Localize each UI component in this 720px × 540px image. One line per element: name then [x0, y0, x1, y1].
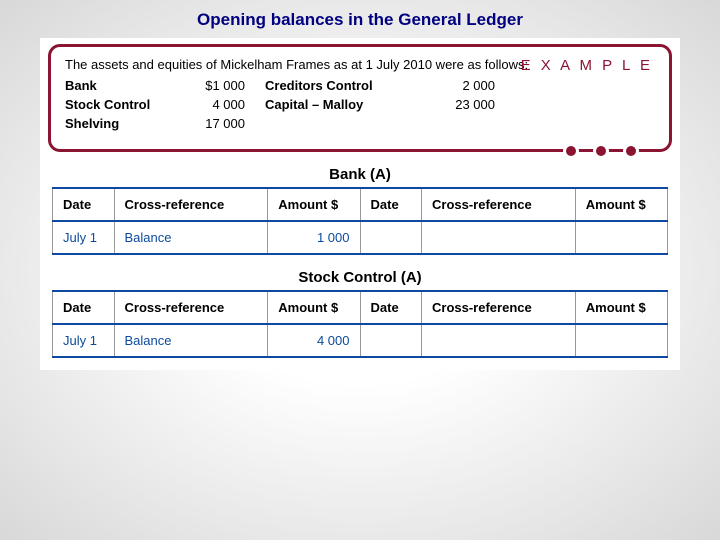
balance-label: Creditors Control [265, 78, 435, 93]
example-label: E X A M P L E [521, 57, 653, 74]
dot-icon [593, 143, 609, 159]
col-xref: Cross-reference [422, 188, 576, 221]
cell-date: July 1 [53, 221, 115, 254]
col-date: Date [53, 188, 115, 221]
col-xref: Cross-reference [422, 291, 576, 324]
balance-value: $1 000 [185, 78, 265, 93]
ledger-table: Date Cross-reference Amount $ Date Cross… [52, 290, 668, 358]
balance-value: 17 000 [185, 116, 265, 131]
balance-label: Stock Control [65, 97, 185, 112]
cell-amount [575, 221, 667, 254]
cell-amount: 1 000 [268, 221, 360, 254]
col-date: Date [360, 188, 422, 221]
col-xref: Cross-reference [114, 188, 268, 221]
col-amount: Amount $ [575, 188, 667, 221]
col-date: Date [360, 291, 422, 324]
col-xref: Cross-reference [114, 291, 268, 324]
table-row: July 1 Balance 1 000 [53, 221, 668, 254]
ledger-title: Bank (A) [52, 166, 668, 183]
balance-value: 2 000 [435, 78, 515, 93]
col-date: Date [53, 291, 115, 324]
ledger-title: Stock Control (A) [52, 269, 668, 286]
table-header-row: Date Cross-reference Amount $ Date Cross… [53, 188, 668, 221]
balances-grid: Bank $1 000 Creditors Control 2 000 Stoc… [65, 78, 655, 131]
cell-xref: Balance [114, 221, 268, 254]
dot-icon [563, 143, 579, 159]
ledger-stock-control: Stock Control (A) Date Cross-reference A… [52, 269, 668, 358]
balance-value [435, 116, 515, 131]
decorative-dots [563, 143, 639, 159]
balance-label: Bank [65, 78, 185, 93]
cell-date [360, 324, 422, 357]
ledger-table: Date Cross-reference Amount $ Date Cross… [52, 187, 668, 255]
example-box: E X A M P L E The assets and equities of… [48, 44, 672, 152]
page-title: Opening balances in the General Ledger [0, 0, 720, 38]
col-amount: Amount $ [575, 291, 667, 324]
cell-amount [575, 324, 667, 357]
table-row: July 1 Balance 4 000 [53, 324, 668, 357]
content-area: E X A M P L E The assets and equities of… [40, 38, 680, 370]
cell-xref [422, 221, 576, 254]
cell-date: July 1 [53, 324, 115, 357]
cell-date [360, 221, 422, 254]
table-header-row: Date Cross-reference Amount $ Date Cross… [53, 291, 668, 324]
balance-label [265, 116, 435, 131]
col-amount: Amount $ [268, 188, 360, 221]
dot-icon [623, 143, 639, 159]
cell-xref: Balance [114, 324, 268, 357]
balance-label: Shelving [65, 116, 185, 131]
ledger-bank: Bank (A) Date Cross-reference Amount $ D… [52, 166, 668, 255]
cell-xref [422, 324, 576, 357]
cell-amount: 4 000 [268, 324, 360, 357]
balance-value: 4 000 [185, 97, 265, 112]
balance-value: 23 000 [435, 97, 515, 112]
col-amount: Amount $ [268, 291, 360, 324]
balance-label: Capital – Malloy [265, 97, 435, 112]
